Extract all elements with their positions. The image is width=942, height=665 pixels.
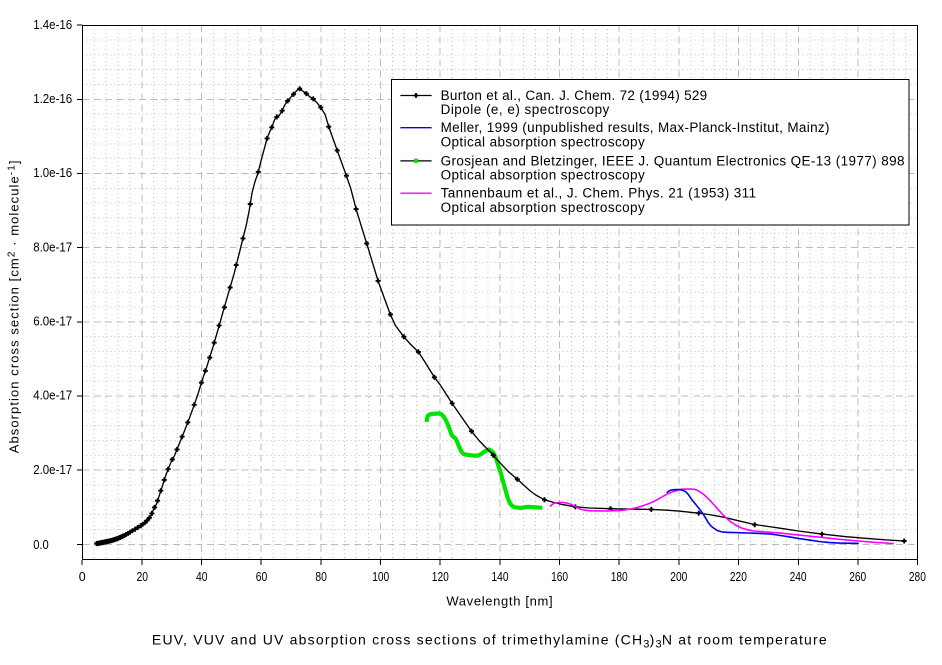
- svg-text:Optical absorption spectroscop: Optical absorption spectroscopy: [441, 168, 645, 183]
- svg-text:1.4e-16: 1.4e-16: [33, 18, 72, 32]
- svg-text:0.0: 0.0: [33, 538, 49, 552]
- svg-text:1.0e-16: 1.0e-16: [33, 166, 72, 180]
- svg-text:Burton et al., Can. J. Chem. 7: Burton et al., Can. J. Chem. 72 (1994) 5…: [441, 88, 708, 103]
- svg-text:20: 20: [136, 570, 148, 584]
- svg-text:Grosjean and Bletzinger, IEEE: Grosjean and Bletzinger, IEEE J. Quantum…: [441, 153, 905, 168]
- svg-text:Wavelength [nm]: Wavelength [nm]: [446, 594, 552, 609]
- svg-text:0: 0: [79, 570, 86, 584]
- svg-text:180: 180: [611, 570, 628, 584]
- svg-text:40: 40: [196, 570, 208, 584]
- svg-text:8.0e-17: 8.0e-17: [33, 240, 72, 254]
- svg-text:1.2e-16: 1.2e-16: [33, 92, 72, 106]
- svg-text:Tannenbaum et al., J. Chem. Ph: Tannenbaum et al., J. Chem. Phys. 21 (19…: [441, 186, 756, 201]
- svg-text:140: 140: [492, 570, 509, 584]
- svg-text:Meller, 1999 (unpublished resu: Meller, 1999 (unpublished results, Max-P…: [441, 120, 830, 135]
- svg-text:260: 260: [849, 570, 866, 584]
- svg-text:4.0e-17: 4.0e-17: [33, 389, 72, 403]
- svg-text:Optical absorption spectroscop: Optical absorption spectroscopy: [441, 200, 645, 215]
- svg-text:200: 200: [670, 570, 687, 584]
- svg-text:80: 80: [315, 570, 327, 584]
- svg-text:240: 240: [790, 570, 807, 584]
- svg-text:Optical absorption spectroscop: Optical absorption spectroscopy: [441, 135, 645, 150]
- svg-text:60: 60: [256, 570, 268, 584]
- svg-text:280: 280: [909, 570, 926, 584]
- svg-text:6.0e-17: 6.0e-17: [33, 315, 72, 329]
- svg-text:120: 120: [432, 570, 449, 584]
- svg-text:2.0e-17: 2.0e-17: [33, 463, 72, 477]
- svg-text:Absorption cross section [cm2: Absorption cross section [cm2 · molecule…: [7, 161, 22, 454]
- svg-text:100: 100: [372, 570, 389, 584]
- svg-text:220: 220: [730, 570, 747, 584]
- svg-text:Dipole (e, e) spectroscopy: Dipole (e, e) spectroscopy: [441, 102, 610, 117]
- svg-text:160: 160: [551, 570, 568, 584]
